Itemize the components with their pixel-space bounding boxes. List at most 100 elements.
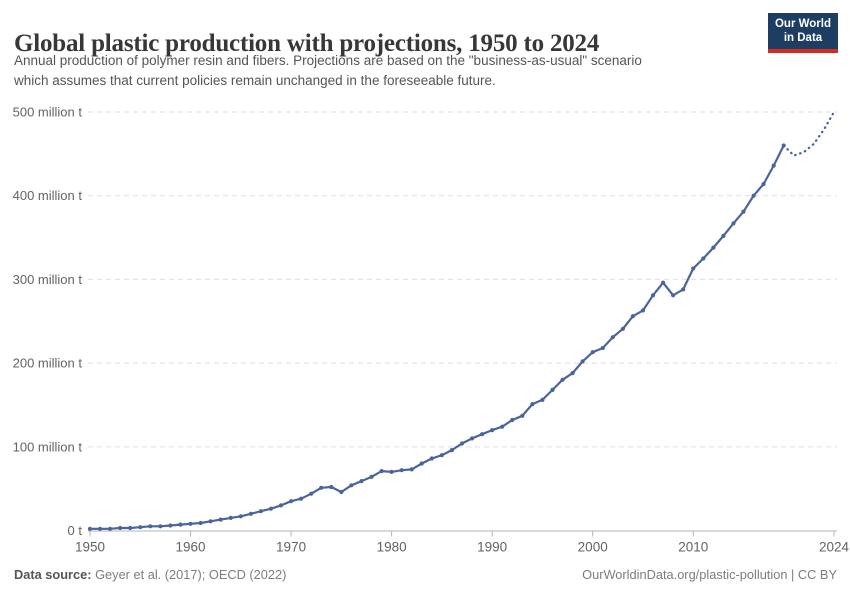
data-point[interactable] bbox=[540, 397, 545, 402]
data-point[interactable] bbox=[470, 436, 475, 441]
data-point[interactable] bbox=[339, 489, 344, 495]
x-tick-label: 1960 bbox=[176, 540, 206, 555]
data-point[interactable] bbox=[771, 163, 776, 168]
data-point[interactable] bbox=[610, 335, 615, 340]
data-point[interactable] bbox=[409, 467, 414, 472]
data-point[interactable] bbox=[329, 484, 334, 490]
y-tick-label: 300 million t bbox=[13, 272, 83, 287]
data-point[interactable] bbox=[389, 469, 394, 474]
data-point[interactable] bbox=[741, 209, 746, 214]
data-point[interactable] bbox=[208, 519, 213, 524]
owid-logo-line-2: in Data bbox=[783, 31, 823, 44]
data-source-label: Data source: bbox=[14, 567, 92, 582]
data-point[interactable] bbox=[520, 413, 525, 418]
data-point[interactable] bbox=[399, 468, 404, 473]
data-point[interactable] bbox=[480, 432, 485, 437]
data-point[interactable] bbox=[711, 245, 716, 250]
data-point[interactable] bbox=[701, 256, 706, 261]
data-point[interactable] bbox=[128, 525, 133, 531]
chart-subtitle: Annual production of polymer resin and f… bbox=[14, 51, 754, 91]
data-point[interactable] bbox=[419, 461, 424, 466]
data-point[interactable] bbox=[168, 523, 173, 528]
data-point[interactable] bbox=[198, 520, 203, 526]
data-point[interactable] bbox=[218, 517, 223, 522]
data-point[interactable] bbox=[369, 474, 374, 479]
data-point[interactable] bbox=[590, 350, 595, 355]
data-point[interactable] bbox=[661, 280, 666, 285]
data-point[interactable] bbox=[309, 491, 314, 496]
data-point[interactable] bbox=[258, 509, 263, 514]
data-point[interactable] bbox=[650, 293, 656, 298]
page-title: Global plastic production with projectio… bbox=[14, 29, 600, 57]
data-point[interactable] bbox=[600, 345, 605, 351]
data-point[interactable] bbox=[228, 515, 233, 521]
data-point[interactable] bbox=[379, 469, 384, 474]
data-point[interactable] bbox=[87, 526, 93, 531]
data-point[interactable] bbox=[238, 514, 243, 519]
data-point[interactable] bbox=[490, 428, 495, 433]
x-tick-label: 1950 bbox=[75, 540, 105, 555]
data-point[interactable] bbox=[500, 424, 505, 429]
data-point[interactable] bbox=[721, 233, 726, 238]
y-gridlines bbox=[88, 111, 837, 532]
observed-line[interactable] bbox=[90, 145, 785, 530]
owid-logo[interactable]: Our World in Data bbox=[768, 13, 838, 53]
owid-logo-line-1: Our World bbox=[774, 18, 831, 30]
y-tick-label: 100 million t bbox=[13, 439, 83, 454]
data-point[interactable] bbox=[691, 266, 696, 271]
y-tick-label: 0 t bbox=[68, 523, 83, 538]
x-tick-label: 1970 bbox=[276, 540, 306, 555]
data-point[interactable] bbox=[98, 526, 103, 531]
x-tick-label: 2024 bbox=[819, 540, 850, 555]
data-point[interactable] bbox=[299, 496, 304, 501]
data-source: Data source: Geyer et al. (2017); OECD (… bbox=[14, 567, 286, 582]
data-point[interactable] bbox=[148, 524, 153, 529]
data-source-value: Geyer et al. (2017); OECD (2022) bbox=[95, 567, 287, 582]
data-point[interactable] bbox=[188, 521, 193, 526]
data-point[interactable] bbox=[449, 448, 454, 453]
data-point[interactable] bbox=[178, 522, 183, 527]
data-point[interactable] bbox=[671, 293, 676, 298]
x-tick-label: 2000 bbox=[578, 540, 608, 555]
observed-markers[interactable] bbox=[87, 143, 786, 531]
x-axis: 1950 1960 1970 1980 1990 2000 2010 2024 bbox=[75, 531, 850, 555]
data-point[interactable] bbox=[681, 287, 686, 292]
x-tick-label: 1990 bbox=[477, 540, 507, 555]
data-point[interactable] bbox=[429, 456, 434, 461]
data-point[interactable] bbox=[319, 485, 324, 490]
subtitle-line-2: which assumes that current policies rema… bbox=[14, 73, 496, 88]
data-point[interactable] bbox=[268, 506, 274, 511]
data-point[interactable] bbox=[560, 377, 565, 382]
data-point[interactable] bbox=[751, 193, 756, 198]
data-point[interactable] bbox=[510, 417, 515, 423]
data-point[interactable] bbox=[620, 326, 626, 331]
data-point[interactable] bbox=[289, 499, 294, 504]
data-point[interactable] bbox=[278, 503, 284, 508]
data-point[interactable] bbox=[761, 181, 766, 187]
data-point[interactable] bbox=[530, 402, 535, 407]
rights-link[interactable]: OurWorldinData.org/plastic-pollution | C… bbox=[582, 567, 837, 582]
data-point[interactable] bbox=[158, 524, 163, 529]
data-point[interactable] bbox=[570, 371, 575, 376]
y-tick-label: 500 million t bbox=[13, 105, 83, 120]
data-point[interactable] bbox=[108, 526, 113, 531]
data-point[interactable] bbox=[640, 308, 646, 313]
y-tick-label: 400 million t bbox=[13, 188, 83, 203]
projection-line[interactable] bbox=[782, 110, 836, 157]
data-point[interactable] bbox=[731, 221, 736, 226]
y-axis-labels: 0 t 100 million t 200 million t 300 million… bbox=[13, 105, 83, 539]
data-point[interactable] bbox=[630, 314, 636, 319]
data-point[interactable] bbox=[459, 441, 465, 446]
data-point[interactable] bbox=[118, 525, 123, 531]
data-point[interactable] bbox=[580, 359, 585, 364]
subtitle-line-1: Annual production of polymer resin and f… bbox=[14, 53, 642, 68]
data-point[interactable] bbox=[550, 387, 555, 392]
data-point[interactable] bbox=[359, 479, 364, 484]
x-tick-label: 1980 bbox=[377, 540, 407, 555]
data-point[interactable] bbox=[349, 483, 354, 488]
data-point[interactable] bbox=[138, 525, 143, 530]
data-point[interactable] bbox=[439, 453, 444, 458]
x-tick-label: 2010 bbox=[678, 540, 708, 555]
data-point[interactable] bbox=[248, 511, 253, 516]
